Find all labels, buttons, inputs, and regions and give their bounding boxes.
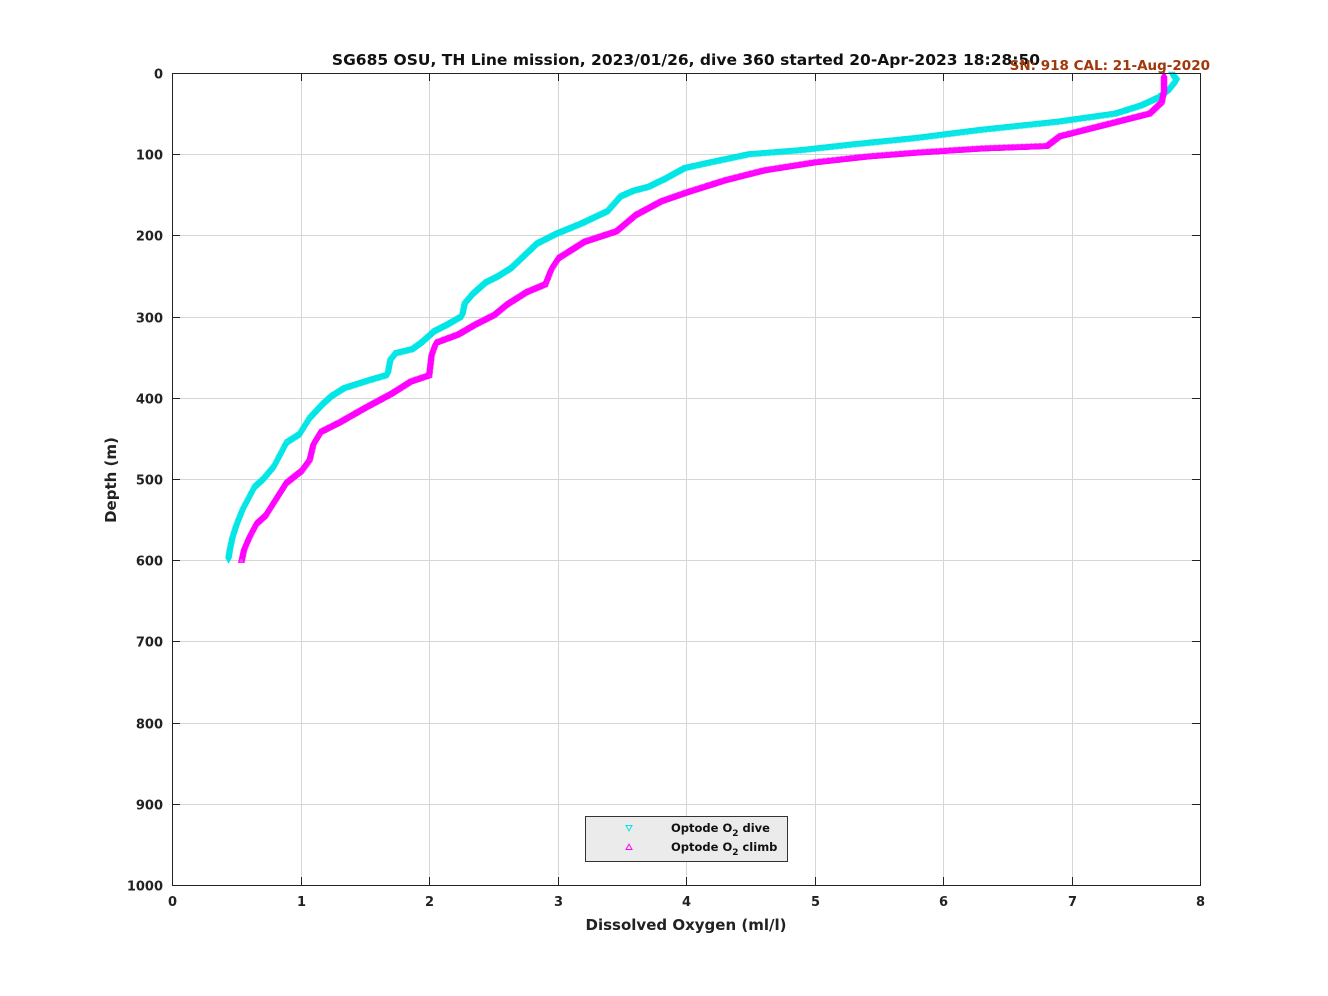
x-tick-label: 2: [425, 895, 434, 910]
x-tick-label: 3: [554, 895, 563, 910]
series-0: [224, 71, 1181, 564]
legend-label-climb-base: Optode O: [671, 840, 732, 854]
x-tick-label: 8: [1196, 895, 1205, 910]
data-point: [620, 192, 628, 199]
y-tick-label: 200: [136, 230, 163, 245]
legend-label-dive: Optode O2 dive: [671, 821, 770, 839]
legend-box: [585, 816, 788, 862]
y-tick-label: 0: [154, 68, 163, 83]
y-tick-label: 600: [136, 555, 163, 570]
calibration-note: SN: 918 CAL: 21-Aug-2020: [1010, 58, 1210, 74]
legend-marker-climb: [625, 843, 633, 851]
x-tick-label: 7: [1068, 895, 1077, 910]
y-tick-label: 1000: [127, 880, 163, 895]
y-tick-label: 900: [136, 799, 163, 814]
data-point: [237, 556, 245, 564]
y-tick-label: 700: [136, 636, 163, 651]
chart-title: SG685 OSU, TH Line mission, 2023/01/26, …: [332, 51, 1040, 69]
x-axis-label: Dissolved Oxygen (ml/l): [586, 916, 787, 934]
x-tick-label: 6: [939, 895, 948, 910]
y-tick-label: 100: [136, 149, 163, 164]
legend-marker-dive: [625, 824, 633, 832]
legend-label-climb-subscript: 2: [732, 848, 738, 858]
data-point: [287, 437, 295, 445]
y-axis-label: Depth (m): [102, 437, 120, 523]
grid: [172, 73, 1200, 885]
legend-item-dive: Optode O2 dive: [625, 821, 770, 839]
legend-label-dive-tail: dive: [738, 821, 770, 835]
legend-label-dive-base: Optode O: [671, 821, 732, 835]
y-tick-label: 300: [136, 312, 163, 327]
series-1: [237, 71, 1168, 564]
x-tick-label: 4: [682, 895, 691, 910]
tick-labels: 0 1 2 3 4 5 6 7 8 0 100 200 300 400 500 600 700 800 900 100…: [127, 68, 1205, 911]
x-tick-label: 5: [811, 895, 820, 910]
legend-label-climb: Optode O2 climb: [671, 840, 777, 858]
y-tick-label: 800: [136, 718, 163, 733]
legend: Optode O2 dive Optode O2 climb: [585, 816, 788, 862]
legend-label-climb-tail: climb: [738, 840, 777, 854]
series-layer: [224, 71, 1181, 564]
x-tick-label: 1: [297, 895, 306, 910]
y-tick-label: 500: [136, 474, 163, 489]
legend-item-climb: Optode O2 climb: [625, 840, 777, 858]
data-point: [224, 557, 233, 564]
x-tick-label: 0: [168, 895, 177, 910]
ticks: [172, 73, 1201, 886]
y-tick-label: 400: [136, 393, 163, 408]
legend-label-dive-subscript: 2: [732, 829, 738, 839]
